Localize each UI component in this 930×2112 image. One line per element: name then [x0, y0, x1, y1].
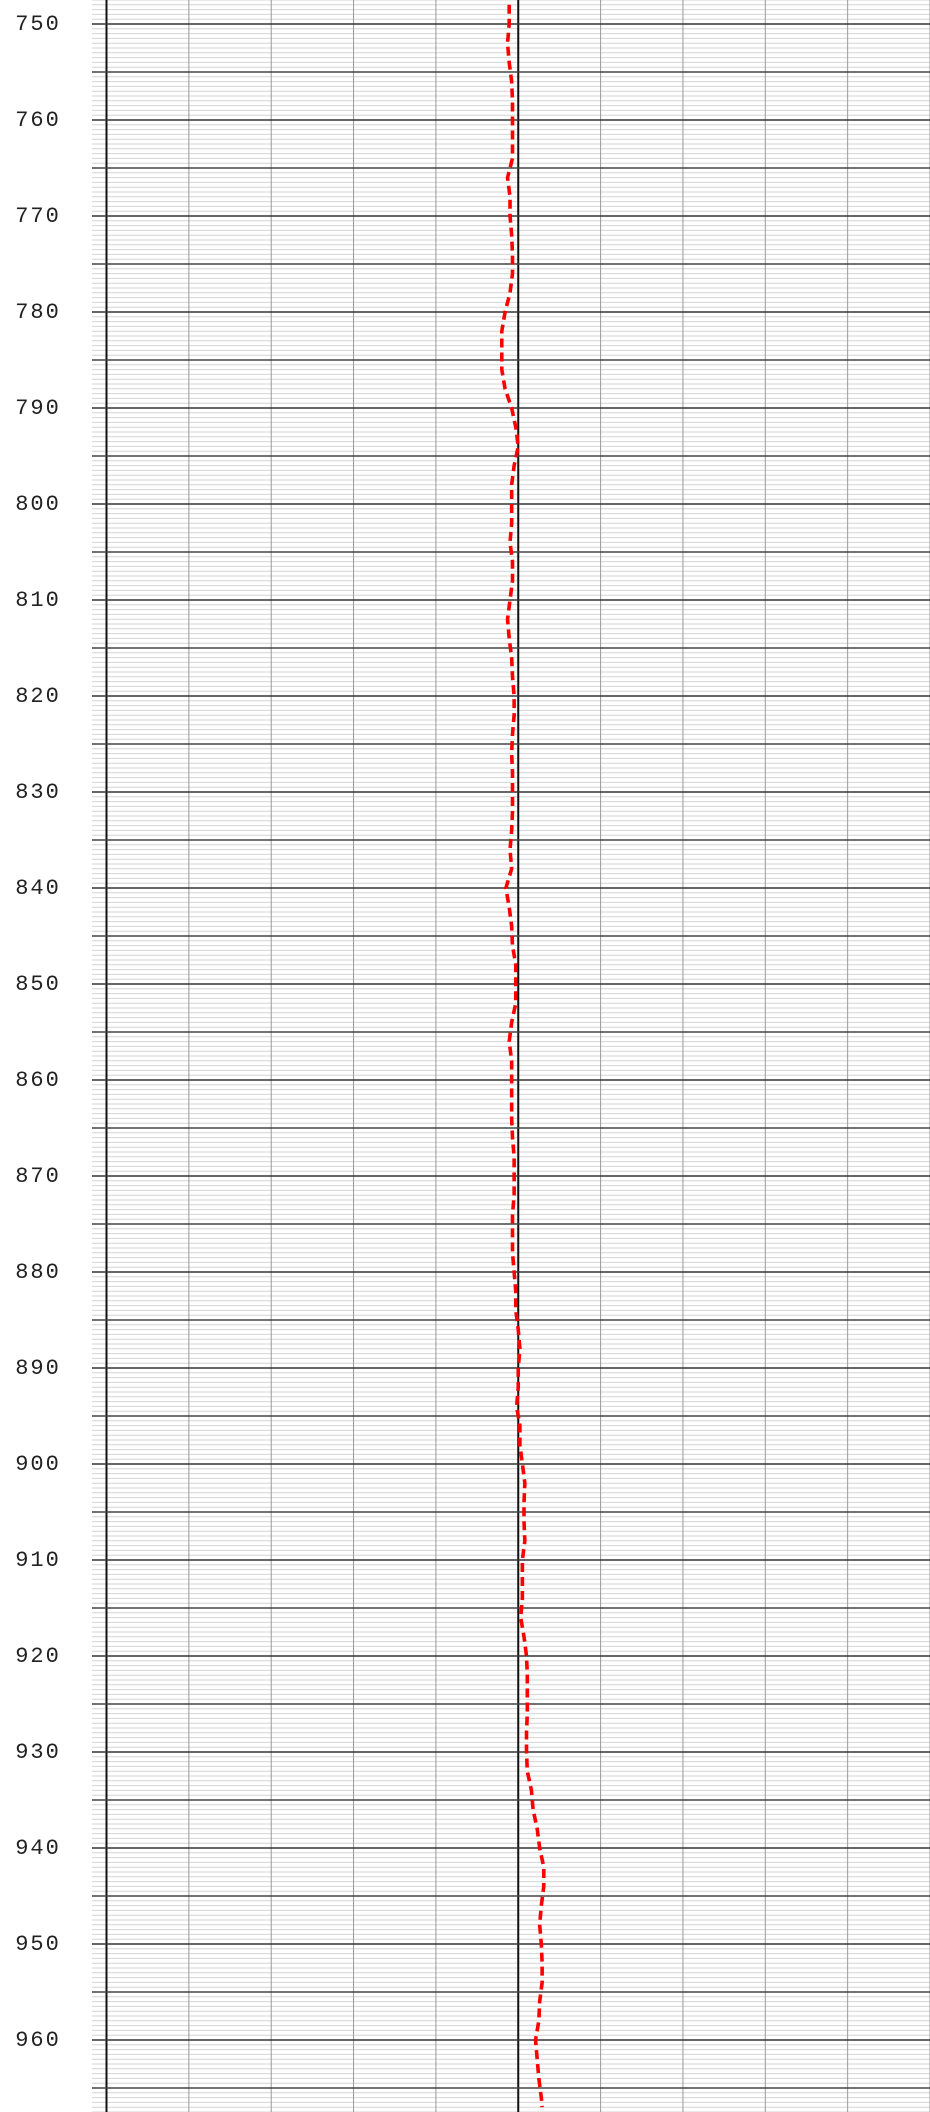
y-tick-label: 850	[15, 972, 61, 997]
y-tick-label: 890	[15, 1356, 61, 1381]
y-tick-label: 870	[15, 1164, 61, 1189]
y-tick-label: 940	[15, 1836, 61, 1861]
log-curve	[499, 4, 546, 2108]
y-tick-label: 920	[15, 1644, 61, 1669]
y-tick-label: 780	[15, 300, 61, 325]
y-tick-label: 840	[15, 876, 61, 901]
y-tick-label: 820	[15, 684, 61, 709]
y-tick-label: 900	[15, 1452, 61, 1477]
y-tick-label: 950	[15, 1932, 61, 1957]
y-tick-label: 880	[15, 1260, 61, 1285]
y-tick-label: 910	[15, 1548, 61, 1573]
y-tick-label: 800	[15, 492, 61, 517]
y-tick-label: 760	[15, 108, 61, 133]
y-tick-label: 830	[15, 780, 61, 805]
y-tick-label: 750	[15, 12, 61, 37]
y-tick-label: 790	[15, 396, 61, 421]
y-tick-label: 960	[15, 2028, 61, 2053]
y-tick-label: 860	[15, 1068, 61, 1093]
y-tick-label: 930	[15, 1740, 61, 1765]
y-tick-label: 770	[15, 204, 61, 229]
y-tick-label: 810	[15, 588, 61, 613]
